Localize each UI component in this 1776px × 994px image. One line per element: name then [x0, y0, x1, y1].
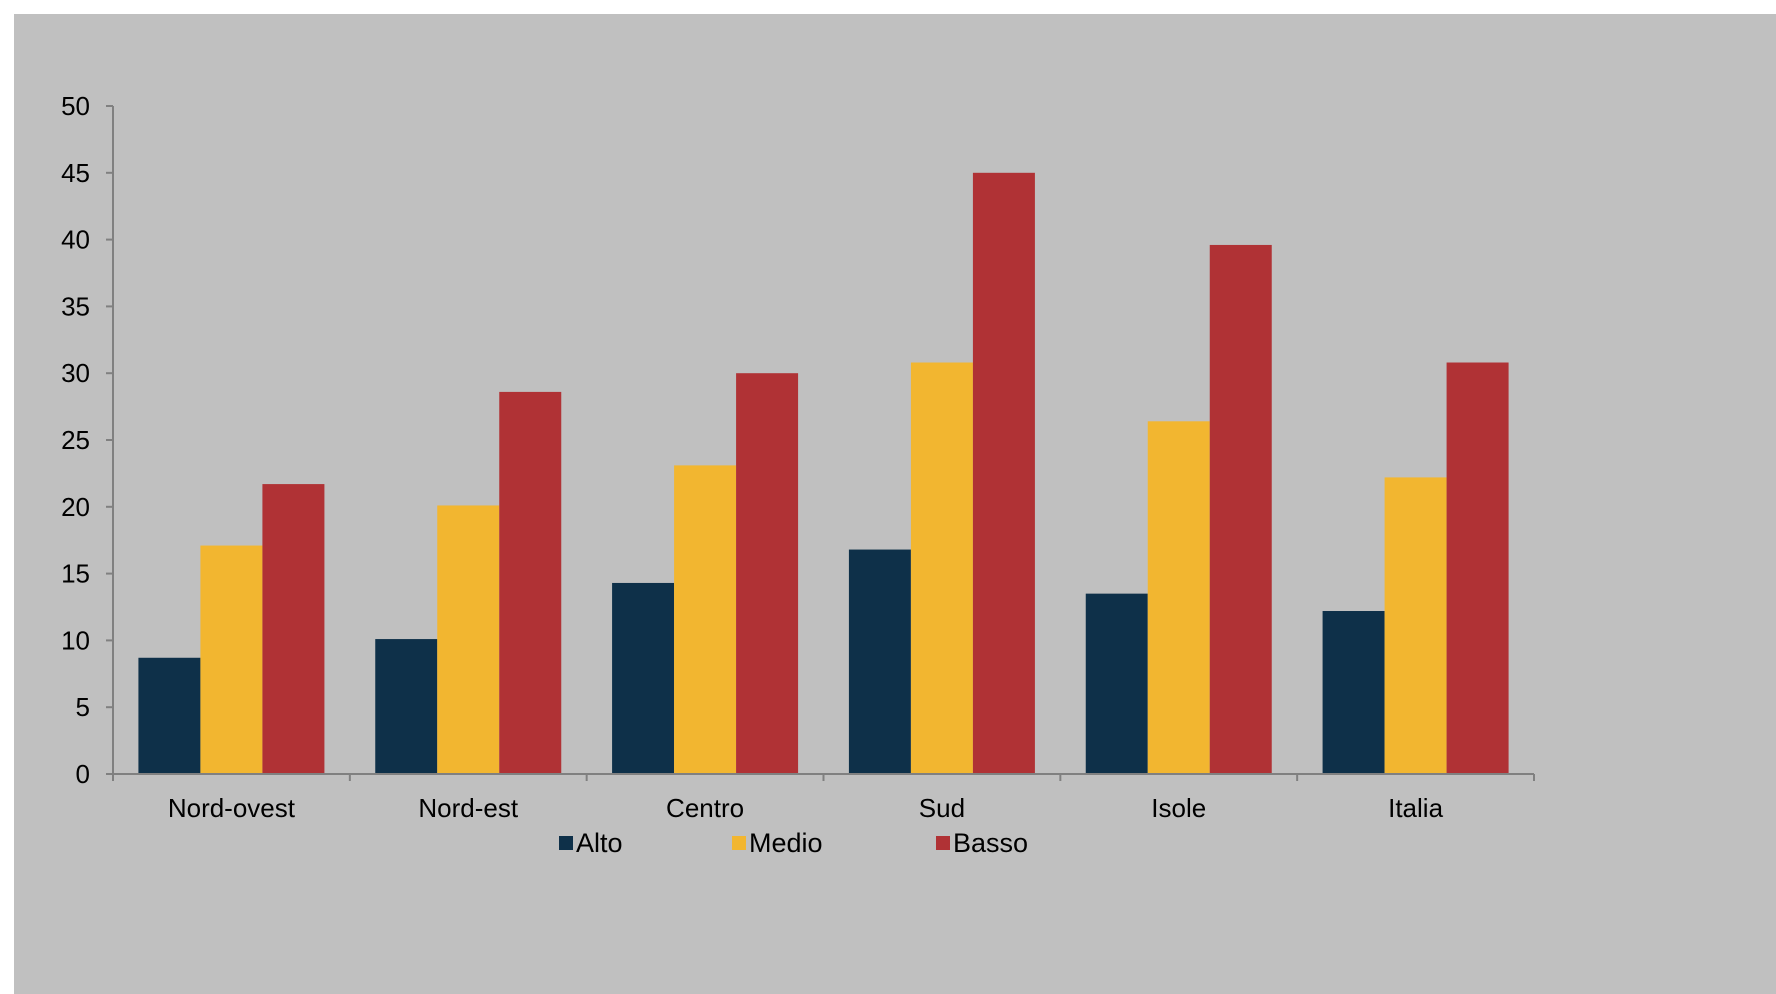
y-tick-label-5: 5 — [76, 692, 90, 722]
legend-label-medio: Medio — [749, 828, 823, 858]
bar-medio-2 — [674, 465, 737, 774]
bar-basso-5 — [1446, 362, 1509, 774]
bar-medio-4 — [1147, 421, 1210, 774]
bar-medio-5 — [1384, 477, 1447, 774]
bar-alto-4 — [1085, 593, 1148, 774]
bar-alto-5 — [1322, 611, 1385, 774]
legend-label-alto: Alto — [576, 828, 623, 858]
x-tick-label-2: Centro — [666, 793, 744, 823]
legend-swatch-basso — [936, 836, 950, 850]
y-tick-label-20: 20 — [61, 492, 90, 522]
bar-medio-0 — [200, 545, 263, 774]
y-tick-label-45: 45 — [61, 158, 90, 188]
legend-swatch-medio — [732, 836, 746, 850]
x-tick-label-5: Italia — [1388, 793, 1443, 823]
bar-alto-2 — [612, 582, 675, 774]
chart-panel: 0 5 10 15 20 25 30 35 40 45 50 Nord-ovest Nord-est Ce… — [14, 14, 1776, 994]
y-tick-label-25: 25 — [61, 425, 90, 455]
x-tick-label-1: Nord-est — [418, 793, 518, 823]
x-tick-label-4: Isole — [1151, 793, 1206, 823]
y-tick-label-40: 40 — [61, 225, 90, 255]
y-tick-label-30: 30 — [61, 358, 90, 388]
bar-alto-3 — [848, 549, 911, 774]
legend-label-basso: Basso — [953, 828, 1028, 858]
y-tick-label-35: 35 — [61, 291, 90, 321]
bar-basso-4 — [1209, 244, 1272, 775]
bar-alto-1 — [375, 639, 438, 774]
x-tick-label-3: Sud — [919, 793, 965, 823]
bar-basso-3 — [972, 172, 1035, 775]
legend-swatch-alto — [559, 836, 573, 850]
y-tick-label-50: 50 — [61, 91, 90, 121]
bar-medio-1 — [437, 505, 500, 774]
bar-basso-2 — [736, 373, 799, 774]
bars-group — [138, 172, 1509, 775]
bar-basso-1 — [499, 391, 562, 774]
bar-basso-0 — [262, 484, 325, 774]
legend: Alto Medio Basso — [559, 828, 1028, 858]
y-tick-label-15: 15 — [61, 559, 90, 589]
y-tick-label-0: 0 — [76, 759, 90, 789]
y-tick-label-10: 10 — [61, 625, 90, 655]
bar-alto-0 — [138, 657, 201, 774]
bar-chart: 0 5 10 15 20 25 30 35 40 45 50 Nord-ovest Nord-est Ce… — [61, 91, 1535, 858]
x-tick-label-0: Nord-ovest — [168, 793, 296, 823]
axes-group: 0 5 10 15 20 25 30 35 40 45 50 Nord-ovest Nord-est Ce… — [61, 91, 1535, 823]
bar-medio-3 — [910, 362, 973, 774]
